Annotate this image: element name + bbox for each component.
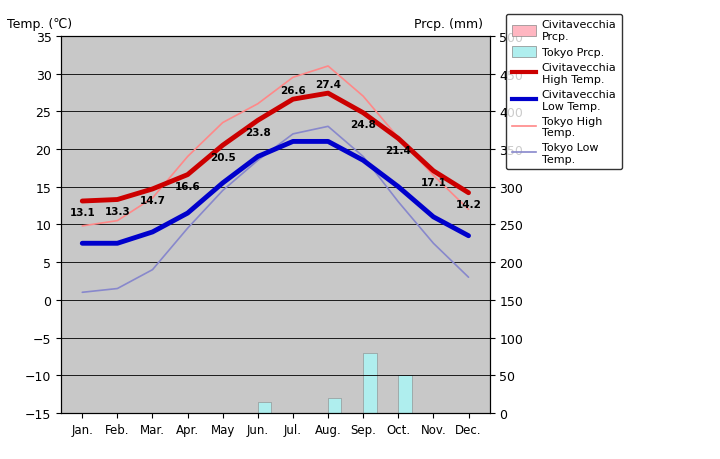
Bar	[398, 375, 412, 413]
Text: 20.5: 20.5	[210, 152, 235, 162]
Text: 14.7: 14.7	[140, 196, 166, 206]
Text: 17.1: 17.1	[420, 178, 446, 188]
Bar	[222, 413, 236, 420]
Bar	[153, 413, 166, 436]
Bar	[385, 413, 398, 459]
Legend: Civitavecchia
Prcp., Tokyo Prcp., Civitavecchia
High Temp., Civitavecchia
Low Te: Civitavecchia Prcp., Tokyo Prcp., Civita…	[506, 15, 622, 170]
Bar	[69, 413, 82, 459]
Text: 14.2: 14.2	[456, 200, 482, 210]
Bar	[455, 413, 469, 459]
Text: 27.4: 27.4	[315, 80, 341, 90]
Text: Temp. (℃): Temp. (℃)	[7, 18, 72, 31]
Text: Prcp. (mm): Prcp. (mm)	[414, 18, 483, 31]
Bar	[258, 402, 271, 413]
Text: 24.8: 24.8	[350, 120, 376, 130]
Bar	[420, 413, 433, 458]
Bar	[210, 413, 222, 459]
Text: 21.4: 21.4	[385, 146, 411, 156]
Bar	[82, 413, 96, 459]
Bar	[363, 353, 377, 413]
Bar	[350, 413, 363, 459]
Bar	[279, 413, 293, 459]
Bar	[315, 413, 328, 459]
Text: 26.6: 26.6	[280, 86, 306, 96]
Bar	[469, 413, 482, 459]
Bar	[188, 413, 201, 428]
Text: 16.6: 16.6	[175, 181, 200, 191]
Bar	[174, 413, 188, 459]
Text: 23.8: 23.8	[245, 127, 271, 137]
Text: 13.1: 13.1	[69, 208, 95, 218]
Bar	[117, 413, 131, 459]
Bar	[245, 413, 258, 459]
Bar	[328, 398, 341, 413]
Bar	[104, 413, 117, 459]
Text: 13.3: 13.3	[104, 207, 130, 216]
Bar	[139, 413, 153, 459]
Bar	[433, 413, 446, 454]
